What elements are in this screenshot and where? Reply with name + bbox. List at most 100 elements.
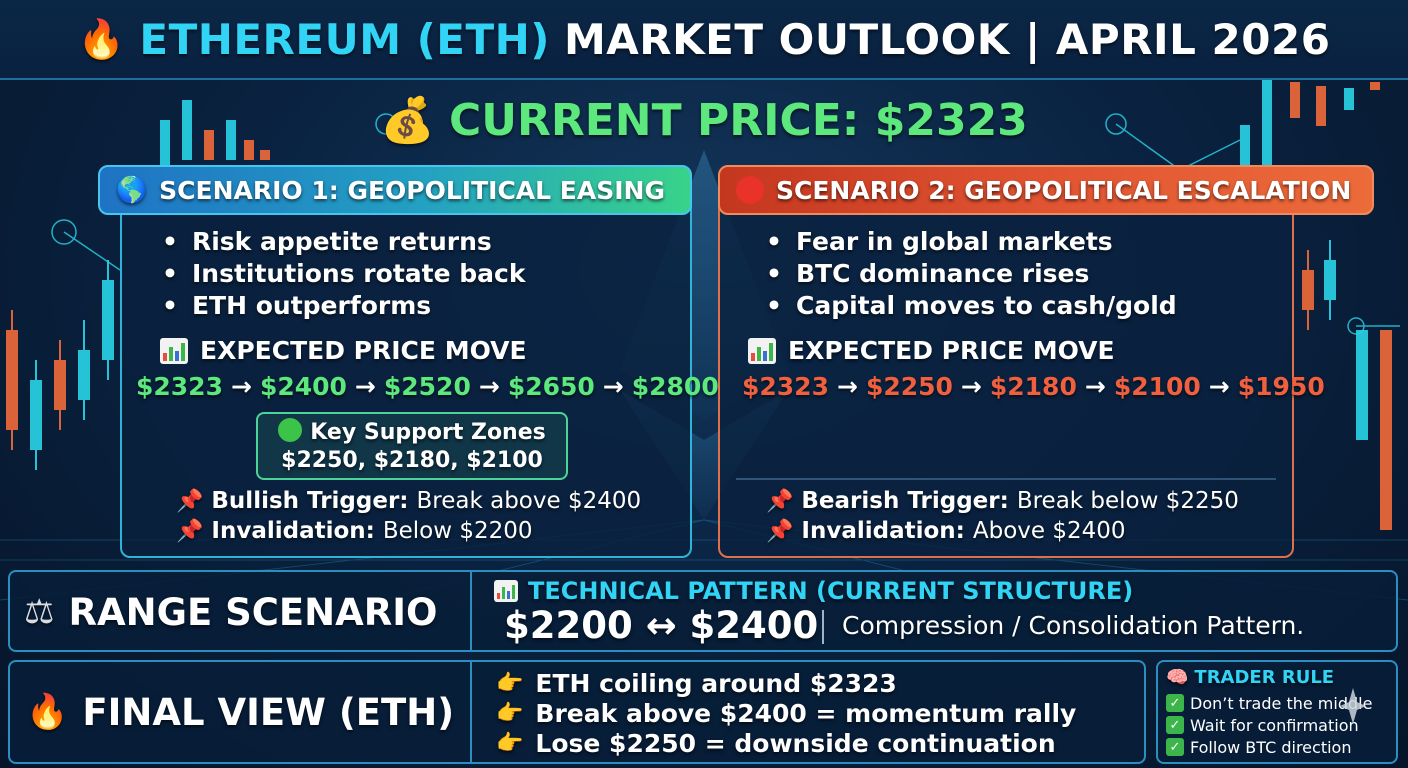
- trader-rule-title: TRADER RULE: [1194, 667, 1335, 688]
- path-price: $2323: [136, 372, 223, 401]
- path-arrow: →: [354, 372, 376, 401]
- scenario-1-card: [120, 168, 692, 558]
- scenario-2-bullets: • Fear in global markets • BTC dominance r…: [766, 226, 1177, 322]
- path-arrow: →: [1208, 372, 1230, 401]
- list-item: ✓ Follow BTC direction: [1166, 736, 1372, 758]
- final-view-lines: 👉 ETH coiling around $2323 👉 Break above…: [496, 668, 1076, 758]
- scenario-2-divider: [736, 478, 1276, 480]
- sparkle-icon: [1340, 688, 1366, 724]
- scenario-2-card: [718, 168, 1294, 558]
- money-bag-icon: 💰: [380, 95, 435, 146]
- current-price-label: CURRENT PRICE: $2323: [448, 94, 1028, 146]
- scenario-2-trigger: 📌 Bearish Trigger: Break below $2250: [766, 488, 1239, 514]
- pointing-hand-icon: 👉: [496, 670, 524, 696]
- scenario-1-title-pill: 🌎 SCENARIO 1: GEOPOLITICAL EASING: [98, 165, 692, 215]
- path-arrow: →: [1084, 372, 1106, 401]
- support-title: Key Support Zones: [310, 419, 546, 445]
- invalidation-label: Invalidation:: [211, 518, 375, 544]
- key-support-zones-box: Key Support Zones $2250, $2180, $2100: [256, 412, 568, 480]
- path-price: $2180: [989, 372, 1077, 401]
- bar-chart-icon: [494, 580, 518, 602]
- globe-icon: 🌎: [116, 175, 148, 204]
- technical-pattern-heading: TECHNICAL PATTERN (CURRENT STRUCTURE): [494, 577, 1133, 605]
- list-item: 👉 ETH coiling around $2323: [496, 668, 897, 698]
- scenario-1-invalidation: 📌 Invalidation: Below $2200: [176, 518, 533, 544]
- expected-price-move-label: EXPECTED PRICE MOVE: [788, 336, 1115, 365]
- scenario-1-trigger: 📌 Bullish Trigger: Break above $2400: [176, 488, 641, 514]
- pin-icon: 📌: [766, 518, 794, 544]
- fire-icon: 🔥: [26, 692, 69, 732]
- path-price: $2800: [631, 372, 719, 401]
- right-candlesticks: [1240, 80, 1392, 530]
- list-item: • Fear in global markets: [766, 227, 1113, 256]
- range-separator: [470, 572, 472, 650]
- final-separator: [470, 662, 472, 762]
- path-price: $2100: [1113, 372, 1201, 401]
- trigger-value: Break below $2250: [1016, 488, 1239, 514]
- path-arrow: →: [478, 372, 500, 401]
- list-item: • Risk appetite returns: [162, 227, 492, 256]
- scales-icon: ⚖: [24, 592, 55, 632]
- technical-pattern-title: TECHNICAL PATTERN (CURRENT STRUCTURE): [528, 577, 1134, 605]
- path-price: $2520: [383, 372, 471, 401]
- list-item: • ETH outperforms: [162, 291, 432, 320]
- path-arrow: →: [960, 372, 982, 401]
- list-item: ✓ Wait for confirmation: [1166, 714, 1372, 736]
- support-values: $2250, $2180, $2100: [281, 447, 543, 473]
- path-price: $2650: [507, 372, 595, 401]
- list-item: • BTC dominance rises: [766, 259, 1090, 288]
- scenario-1-bullets: • Risk appetite returns • Institutions rot…: [162, 226, 525, 322]
- pointing-hand-icon: 👉: [496, 700, 524, 726]
- trigger-label: Bearish Trigger:: [801, 488, 1009, 514]
- range-scenario-heading: ⚖ RANGE SCENARIO: [24, 588, 438, 636]
- trigger-value: Break above $2400: [416, 488, 642, 514]
- header-title-highlight: ETHEREUM (ETH): [139, 14, 550, 64]
- invalidation-value: Below $2200: [382, 518, 533, 544]
- checkmark-icon: ✓: [1166, 694, 1184, 712]
- path-price: $2400: [259, 372, 347, 401]
- list-item: 👉 Lose $2250 = downside continuation: [496, 728, 1056, 758]
- scenario-2-title: SCENARIO 2: GEOPOLITICAL ESCALATION: [776, 175, 1352, 205]
- path-arrow: →: [230, 372, 252, 401]
- path-price: $2250: [865, 372, 953, 401]
- bar-chart-icon: [748, 337, 776, 364]
- list-item: 👉 Break above $2400 = momentum rally: [496, 698, 1077, 728]
- page-header: 🔥 ETHEREUM (ETH) MARKET OUTLOOK | APRIL …: [0, 0, 1408, 80]
- invalidation-label: Invalidation:: [801, 518, 965, 544]
- scenario-1-title: SCENARIO 1: GEOPOLITICAL EASING: [159, 175, 665, 205]
- trader-rule-panel: [1156, 660, 1398, 764]
- path-price: $2323: [742, 372, 829, 401]
- checkmark-icon: ✓: [1166, 716, 1184, 734]
- pointing-hand-icon: 👉: [496, 730, 524, 756]
- path-price: $1950: [1237, 372, 1325, 401]
- scenario-1-price-path: $2323 → $2400 → $2520 → $2650 → $2800: [136, 372, 719, 401]
- trader-rule-items: ✓ Don’t trade the middle ✓ Wait for conf…: [1166, 692, 1372, 758]
- trigger-label: Bullish Trigger:: [211, 488, 409, 514]
- red-circle-icon: [736, 176, 764, 204]
- pin-icon: 📌: [176, 488, 204, 514]
- list-item: • Institutions rotate back: [162, 259, 526, 288]
- left-candlesticks: [6, 100, 270, 470]
- range-scenario-panel: [8, 570, 1398, 652]
- scenario-2-invalidation: 📌 Invalidation: Above $2400: [766, 518, 1126, 544]
- list-item: • Capital moves to cash/gold: [766, 291, 1177, 320]
- pin-icon: 📌: [176, 518, 204, 544]
- current-price-banner: 💰 CURRENT PRICE: $2323: [0, 92, 1408, 148]
- scenario-2-price-path: $2323 → $2250 → $2180 → $2100 → $1950: [742, 372, 1325, 401]
- path-arrow: →: [836, 372, 858, 401]
- range-value: $2200 ↔ $2400: [504, 604, 819, 647]
- fire-icon: 🔥: [77, 16, 126, 61]
- range-inner-separator: [822, 610, 824, 644]
- range-scenario-label: RANGE SCENARIO: [68, 590, 438, 634]
- green-circle-icon: [278, 417, 303, 442]
- header-title: MARKET OUTLOOK | APRIL 2026: [564, 14, 1331, 64]
- pin-icon: 📌: [766, 488, 794, 514]
- final-view-panel: [8, 660, 1146, 764]
- invalidation-value: Above $2400: [972, 518, 1126, 544]
- brain-icon: 🧠: [1166, 667, 1189, 688]
- final-view-label: FINAL VIEW (ETH): [82, 690, 455, 734]
- scenario-2-expected-heading: EXPECTED PRICE MOVE: [748, 336, 1115, 365]
- list-item: ✓ Don’t trade the middle: [1166, 692, 1372, 714]
- pattern-description: Compression / Consolidation Pattern.: [842, 611, 1305, 640]
- scenario-2-title-pill: SCENARIO 2: GEOPOLITICAL ESCALATION: [718, 165, 1374, 215]
